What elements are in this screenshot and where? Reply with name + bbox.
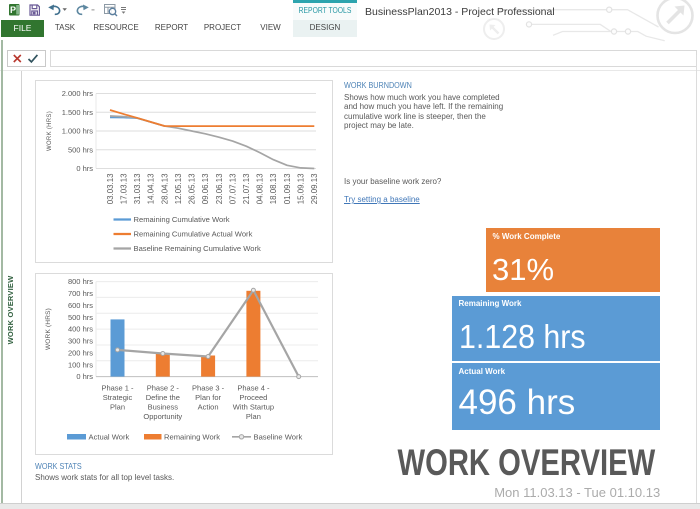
svg-text:01.09.13: 01.09.13 — [283, 173, 292, 204]
svg-text:12.05.13: 12.05.13 — [174, 173, 183, 204]
svg-text:2.000 hrs: 2.000 hrs — [62, 89, 94, 98]
svg-text:700 hrs: 700 hrs — [68, 289, 93, 298]
svg-text:400 hrs: 400 hrs — [68, 325, 93, 334]
svg-text:Strategic: Strategic — [103, 393, 133, 402]
svg-text:Define the: Define the — [146, 393, 180, 402]
svg-text:14.04.13: 14.04.13 — [147, 173, 156, 204]
svg-text:21.07.13: 21.07.13 — [242, 173, 251, 204]
svg-text:Plan: Plan — [246, 412, 261, 421]
svg-text:07.07.13: 07.07.13 — [228, 173, 237, 204]
svg-text:800 hrs: 800 hrs — [68, 277, 93, 286]
svg-text:WORK (HRS): WORK (HRS) — [47, 111, 53, 151]
svg-text:Phase 1 -: Phase 1 - — [101, 384, 134, 393]
svg-text:09.06.13: 09.06.13 — [201, 173, 210, 204]
svg-text:0 hrs: 0 hrs — [76, 372, 93, 381]
svg-text:Action: Action — [198, 403, 219, 412]
svg-text:500 hrs: 500 hrs — [68, 313, 93, 322]
svg-text:Proceed: Proceed — [239, 393, 267, 402]
svg-text:26.05.13: 26.05.13 — [188, 173, 197, 204]
svg-text:04.08.13: 04.08.13 — [256, 173, 265, 204]
svg-text:Remaining Work: Remaining Work — [164, 433, 220, 442]
svg-text:03.03.13: 03.03.13 — [106, 173, 115, 204]
svg-text:28.04.13: 28.04.13 — [160, 173, 169, 204]
svg-text:17.03.13: 17.03.13 — [119, 173, 128, 204]
svg-text:Phase 3 -: Phase 3 - — [192, 384, 225, 393]
svg-text:15.09.13: 15.09.13 — [296, 173, 305, 204]
svg-text:18.08.13: 18.08.13 — [269, 173, 278, 204]
svg-text:600 hrs: 600 hrs — [68, 301, 93, 310]
svg-text:Phase 2 -: Phase 2 - — [147, 384, 180, 393]
svg-text:Actual Work: Actual Work — [89, 433, 130, 442]
svg-text:Phase 4 -: Phase 4 - — [237, 384, 270, 393]
svg-text:Opportunity: Opportunity — [143, 412, 182, 421]
svg-text:Remaining Cumulative Work: Remaining Cumulative Work — [134, 215, 230, 224]
svg-text:200 hrs: 200 hrs — [68, 348, 93, 357]
svg-text:P: P — [10, 5, 16, 15]
svg-text:Plan: Plan — [110, 403, 125, 412]
svg-text:300 hrs: 300 hrs — [68, 337, 93, 346]
svg-text:WORK (HRS): WORK (HRS) — [45, 308, 52, 350]
svg-text:Plan for: Plan for — [195, 393, 221, 402]
svg-text:1.000 hrs: 1.000 hrs — [62, 127, 94, 136]
svg-text:1.500 hrs: 1.500 hrs — [62, 108, 94, 117]
svg-text:Baseline Work: Baseline Work — [254, 433, 303, 442]
svg-text:500 hrs: 500 hrs — [68, 145, 93, 154]
svg-text:Business: Business — [148, 403, 179, 412]
svg-text:0 hrs: 0 hrs — [76, 164, 93, 173]
svg-text:31.03.13: 31.03.13 — [133, 173, 142, 204]
svg-text:With Startup: With Startup — [233, 403, 274, 412]
svg-text:23.06.13: 23.06.13 — [215, 173, 224, 204]
svg-text:100 hrs: 100 hrs — [68, 360, 93, 369]
svg-text:Baseline Remaining Cumulative: Baseline Remaining Cumulative Work — [134, 244, 262, 253]
svg-text:29.09.13: 29.09.13 — [310, 173, 319, 204]
svg-text:Remaining Cumulative Actual Wo: Remaining Cumulative Actual Work — [134, 230, 253, 239]
